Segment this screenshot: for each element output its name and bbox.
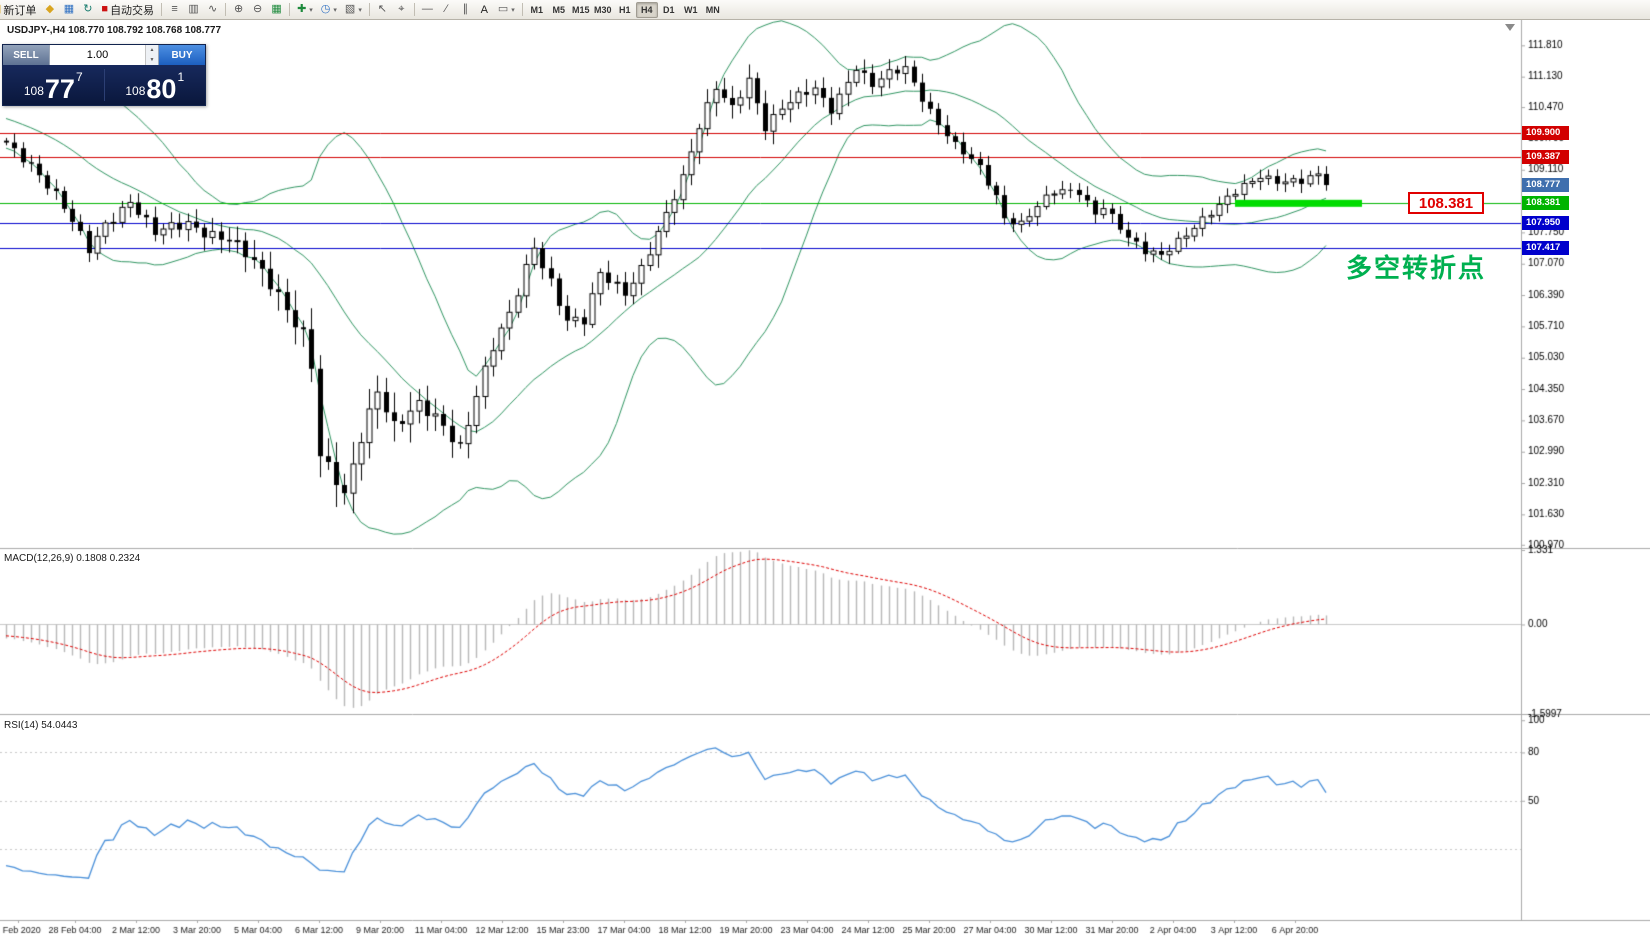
- autotrade-icon: ■: [101, 3, 109, 15]
- timeframe-h4[interactable]: H4: [635, 1, 658, 18]
- timeframe-h1[interactable]: H1: [619, 4, 631, 15]
- toolbar-separator: [225, 3, 227, 16]
- channel-icon: ∥: [462, 3, 469, 15]
- template-button[interactable]: ▧ ▾: [341, 1, 366, 18]
- price-level-badge: 109.900: [1522, 126, 1569, 141]
- bar-chart-button[interactable]: ≡: [165, 1, 184, 18]
- price-level-badge: 107.950: [1522, 216, 1569, 231]
- charts-icon: ▦: [63, 3, 75, 15]
- sell-price-big: 77: [44, 74, 75, 105]
- tile-windows-icon: ▦: [271, 3, 282, 15]
- sell-price-small: 108: [23, 84, 44, 98]
- volume-stepper: ▲ ▼: [145, 45, 158, 65]
- crosshair-icon: ⌖: [398, 3, 405, 15]
- candlestick-button[interactable]: ▥: [184, 1, 203, 18]
- price-level-badge: 109.387: [1522, 149, 1569, 164]
- cursor-icon: ↖: [377, 3, 387, 15]
- shapes-tool-button[interactable]: ▭ ▾: [494, 1, 519, 18]
- clock-icon: ◷: [320, 3, 331, 15]
- volume-field: ▲ ▼: [49, 45, 159, 65]
- sell-price-sup: 7: [75, 70, 83, 84]
- shapes-icon: ▭: [497, 3, 509, 15]
- chevron-down-icon: ▾: [511, 6, 515, 14]
- toolbar-separator: [368, 3, 370, 16]
- rsi-indicator-label: RSI(14) 54.0443: [4, 720, 78, 731]
- buy-price-sup: 1: [177, 70, 185, 84]
- trendline-tool-button[interactable]: ∕: [437, 1, 456, 18]
- price-level-badge: 107.417: [1522, 240, 1569, 255]
- horizontal-line-icon: —: [421, 3, 433, 15]
- buy-price-small: 108: [125, 84, 146, 98]
- price-divider: [103, 69, 105, 101]
- level-price-callout[interactable]: 108.381: [1408, 192, 1484, 215]
- one-click-trading-panel: SELL ▲ ▼ BUY 108 77 7 108 80 1: [2, 44, 206, 106]
- toolbar-separator: [289, 3, 291, 16]
- refresh-icon: ↻: [83, 3, 93, 15]
- timeframe-m1[interactable]: M1: [530, 4, 544, 15]
- price-level-badge: 108.777: [1522, 178, 1569, 193]
- new-order-icon: ▤: [0, 4, 1, 15]
- bar-chart-icon: ≡: [171, 3, 178, 15]
- timeframe-w1[interactable]: W1: [684, 4, 698, 15]
- zoom-in-icon: ⊕: [233, 3, 244, 15]
- cursor-button[interactable]: ↖: [373, 1, 392, 18]
- autotrade-label: 自动交易: [110, 4, 155, 17]
- autotrade-button[interactable]: ■ 自动交易: [97, 1, 158, 18]
- chevron-down-icon: ▾: [358, 6, 362, 14]
- favorites-icon: ◆: [45, 3, 55, 15]
- tile-windows-button[interactable]: ▦: [267, 1, 286, 18]
- sell-price[interactable]: 108 77 7: [3, 65, 104, 105]
- hline-tool-button[interactable]: —: [418, 1, 437, 18]
- chart-title: USDJPY-,H4 108.770 108.792 108.768 108.7…: [7, 25, 222, 36]
- indicators-button[interactable]: ✚ ▾: [293, 1, 317, 18]
- candlestick-icon: ▥: [188, 3, 199, 15]
- price-level-badge: 108.381: [1522, 196, 1569, 211]
- periods-button[interactable]: ◷ ▾: [317, 1, 341, 18]
- timeframe-mn[interactable]: MN: [705, 4, 720, 15]
- one-click-prices: 108 77 7 108 80 1: [3, 65, 205, 105]
- buy-price-big: 80: [146, 74, 177, 105]
- volume-down-button[interactable]: ▼: [146, 55, 158, 65]
- toolbar: ▤ 新订单 ◆ ▦ ↻ ■ 自动交易 ≡ ▥ ∿ ⊕ ⊖ ▦ ✚▾ ◷▾ ▧▾ …: [0, 0, 1650, 20]
- timeframe-m5[interactable]: M5: [552, 4, 566, 15]
- template-icon: ▧: [344, 3, 356, 15]
- indicators-icon: ✚: [297, 3, 307, 15]
- new-order-label: 新订单: [3, 4, 37, 17]
- volume-up-button[interactable]: ▲: [146, 45, 158, 55]
- chevron-down-icon: ▾: [333, 6, 337, 14]
- crosshair-button[interactable]: ⌖: [392, 1, 411, 18]
- macd-indicator-label: MACD(12,26,9) 0.1808 0.2324: [4, 553, 141, 564]
- sell-button[interactable]: SELL: [3, 45, 49, 65]
- line-chart-button[interactable]: ∿: [203, 1, 222, 18]
- toolbar-separator: [161, 3, 163, 16]
- trendline-icon: ∕: [445, 3, 448, 15]
- refresh-button[interactable]: ↻: [78, 1, 97, 18]
- charts-button[interactable]: ▦: [59, 1, 78, 18]
- zoom-out-icon: ⊖: [252, 3, 263, 15]
- toolbar-separator: [413, 3, 415, 16]
- buy-button[interactable]: BUY: [159, 45, 205, 65]
- text-tool-label: A: [480, 3, 489, 16]
- zoom-out-button[interactable]: ⊖: [248, 1, 267, 18]
- text-tool-button[interactable]: A: [475, 1, 494, 18]
- turning-point-annotation[interactable]: 多空转折点: [1346, 253, 1487, 283]
- chevron-down-icon: ▾: [309, 6, 313, 14]
- timeframe-d1[interactable]: D1: [663, 4, 675, 15]
- favorites-button[interactable]: ◆: [40, 1, 59, 18]
- toolbar-separator: [521, 3, 523, 16]
- buy-price[interactable]: 108 80 1: [105, 65, 206, 105]
- timeframe-m30[interactable]: M30: [594, 4, 612, 15]
- channel-tool-button[interactable]: ∥: [456, 1, 475, 18]
- zoom-in-button[interactable]: ⊕: [229, 1, 248, 18]
- new-order-button[interactable]: ▤ 新订单: [0, 1, 40, 18]
- chart-canvas[interactable]: [0, 20, 1650, 938]
- volume-input[interactable]: [50, 45, 145, 65]
- line-chart-icon: ∿: [207, 3, 218, 15]
- timeframe-m15[interactable]: M15: [572, 4, 590, 15]
- chart-shift-marker[interactable]: [1505, 24, 1515, 31]
